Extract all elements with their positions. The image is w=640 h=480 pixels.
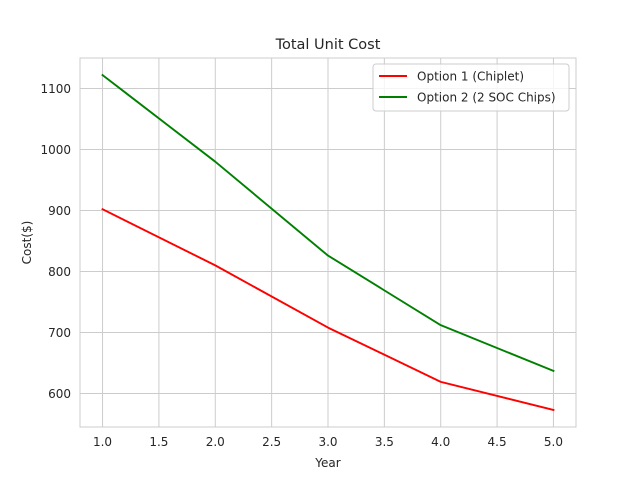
legend: Option 1 (Chiplet) Option 2 (2 SOC Chips)	[372, 63, 570, 112]
x-tick-label: 1.0	[93, 435, 112, 449]
x-axis-label: Year	[314, 456, 340, 470]
plot-area-frame	[79, 57, 577, 428]
x-tick-label: 3.0	[318, 435, 337, 449]
y-axis-label: Cost($)	[20, 221, 34, 265]
legend-label-1: Option 1 (Chiplet)	[417, 70, 524, 84]
series-line-2	[101, 73, 555, 373]
x-tick-label: 5.0	[544, 435, 563, 449]
chart-title: Total Unit Cost	[275, 37, 381, 53]
y-tick-label: 700	[48, 326, 71, 340]
y-tick-label: 1000	[40, 143, 71, 157]
x-tick-label: 4.5	[488, 435, 507, 449]
x-tick-label: 1.5	[149, 435, 168, 449]
legend-box	[372, 63, 570, 112]
y-tick-label: 600	[48, 387, 71, 401]
legend-label-2: Option 2 (2 SOC Chips)	[417, 91, 556, 105]
series-lines	[101, 73, 555, 412]
y-axis-ticks: 600 700 800 900 1000 1100	[40, 82, 71, 401]
y-tick-label: 800	[48, 265, 71, 279]
x-tick-label: 2.5	[262, 435, 281, 449]
y-tick-label: 1100	[40, 82, 71, 96]
grid-lines	[80, 58, 576, 427]
y-tick-label: 900	[48, 204, 71, 218]
x-tick-label: 2.0	[206, 435, 225, 449]
series-line-1	[101, 207, 555, 412]
x-tick-label: 3.5	[375, 435, 394, 449]
x-tick-label: 4.0	[431, 435, 450, 449]
x-axis-ticks: 1.0 1.5 2.0 2.5 3.0 3.5 4.0 4.5 5.0	[93, 435, 563, 449]
